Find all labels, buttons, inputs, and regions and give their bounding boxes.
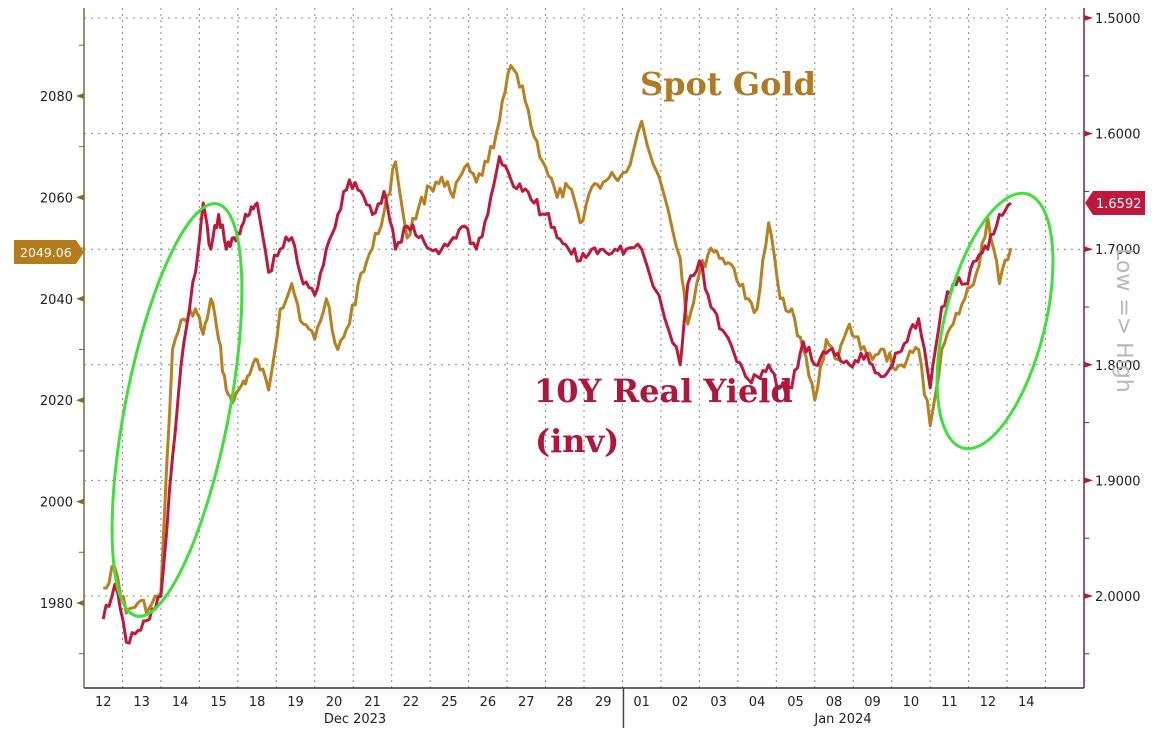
x-tick-label: 18	[249, 695, 266, 710]
left-tick-marker	[76, 93, 84, 99]
right-tick-marker	[1084, 477, 1093, 484]
real-yield-label: 10Y Real Yield	[534, 372, 793, 410]
grid-lines	[84, 8, 1084, 688]
right-tick-label: 1.7000	[1095, 243, 1141, 258]
x-tick-label: 13	[133, 695, 150, 710]
x-tick-label: 29	[595, 695, 612, 710]
x-tick-label: 19	[287, 695, 304, 710]
spot-gold-line	[102, 64, 1013, 615]
real-yield-inv-label: (inv)	[535, 422, 619, 460]
x-tick-label: 22	[403, 695, 420, 710]
yield-last-value-badge: 1.6592	[1085, 191, 1145, 215]
right-tick-marker	[1084, 15, 1093, 21]
x-tick-label: 01	[633, 695, 650, 710]
x-tick-label: 14	[172, 695, 189, 710]
highlight-ellipses	[110, 191, 1055, 618]
left-tick-label: 2040	[40, 293, 73, 308]
x-tick-label: 20	[326, 695, 343, 710]
x-tick-label: 27	[518, 695, 535, 710]
x-tick-label: 14	[1018, 695, 1035, 710]
left-tick-marker	[76, 600, 84, 606]
axes: 1980 2000 2020 2040 2060 2080 1.5000 1.6000 1.70…	[40, 8, 1141, 728]
left-tick-label: 1980	[40, 597, 73, 612]
x-tick-label: 11	[941, 695, 958, 710]
gold-last-value-badge: 2049.06	[14, 240, 84, 264]
left-tick-label: 2000	[40, 496, 73, 511]
left-tick-label: 2020	[40, 394, 73, 409]
left-tick-marker	[76, 194, 84, 201]
right-tick-label: 1.8000	[1095, 359, 1141, 374]
x-tick-label: 08	[826, 695, 843, 710]
x-tick-label: 03	[710, 695, 727, 710]
right-tick-marker	[1084, 361, 1093, 368]
highlight-ellipse-left	[110, 202, 244, 618]
x-tick-label: 12	[95, 695, 112, 710]
left-tick-marker	[76, 397, 84, 404]
x-tick-label: 26	[480, 695, 497, 710]
x-tick-label: 28	[556, 695, 573, 710]
x-tick-label: 10	[903, 695, 920, 710]
spot-gold-label: Spot Gold	[640, 65, 816, 103]
month-label-dec: Dec 2023	[324, 712, 386, 727]
right-tick-marker	[1084, 246, 1093, 253]
gold-last-value: 2049.06	[20, 245, 72, 260]
left-tick-marker	[76, 295, 84, 302]
x-tick-label: 04	[749, 695, 766, 710]
yield-last-value: 1.6592	[1096, 197, 1142, 212]
left-tick-label: 2060	[40, 191, 73, 206]
x-tick-label: 12	[980, 695, 997, 710]
right-tick-label: 1.9000	[1095, 474, 1141, 489]
x-tick-label: 25	[441, 695, 458, 710]
right-tick-label: 1.5000	[1095, 12, 1141, 27]
right-tick-marker	[1084, 130, 1093, 137]
highlight-ellipse-right	[935, 191, 1055, 451]
month-label-jan: Jan 2024	[813, 712, 871, 727]
right-axis-title: Low => High	[1111, 248, 1136, 393]
right-tick-label: 1.6000	[1095, 128, 1141, 143]
left-tick-label: 2080	[40, 90, 73, 105]
x-tick-label: 05	[787, 695, 804, 710]
x-tick-label: 09	[864, 695, 881, 710]
x-tick-label: 02	[672, 695, 689, 710]
left-tick-marker	[76, 498, 84, 505]
x-tick-label: 21	[364, 695, 381, 710]
x-tick-label: 15	[210, 695, 227, 710]
right-tick-label: 2.0000	[1095, 590, 1141, 605]
right-tick-marker	[1084, 593, 1093, 599]
